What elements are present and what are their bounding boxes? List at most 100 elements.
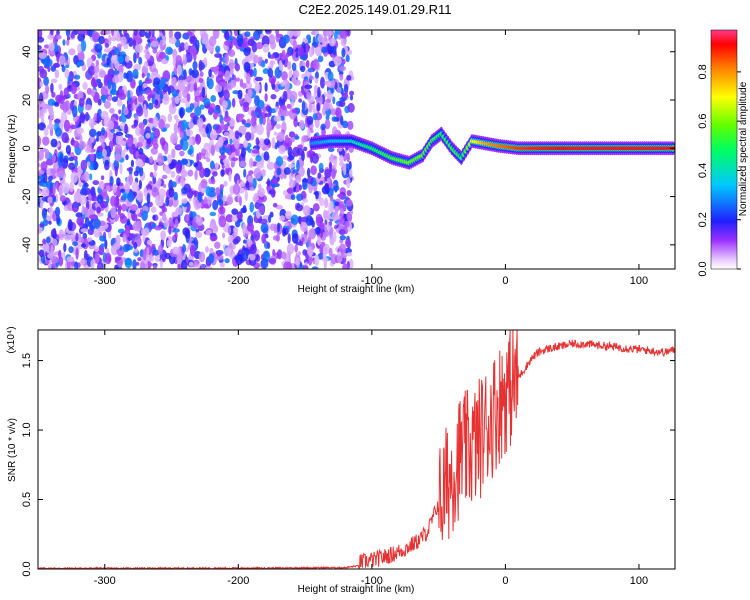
noise-blob (341, 163, 347, 172)
noise-blob (130, 204, 138, 212)
noise-blob (45, 159, 54, 166)
noise-blob (188, 136, 193, 148)
noise-blob (320, 76, 325, 89)
noise-blob (326, 81, 332, 88)
noise-blob (287, 61, 292, 70)
noise-blob (154, 99, 159, 106)
noise-blob (341, 47, 346, 58)
noise-blob (136, 105, 144, 117)
noise-blob (269, 108, 277, 114)
noise-blob (232, 183, 241, 195)
colorbar-tick-label: 0.4 (697, 163, 709, 178)
noise-blob (308, 228, 317, 240)
noise-blob (227, 234, 234, 244)
noise-blob (95, 137, 99, 142)
noise-blob (138, 79, 143, 86)
noise-blob (103, 38, 109, 45)
noise-blob (335, 215, 341, 220)
noise-blob (268, 214, 272, 223)
noise-blob (288, 163, 295, 168)
noise-blob (322, 30, 328, 38)
noise-blob (204, 150, 211, 159)
noise-blob (42, 136, 50, 146)
noise-blob (254, 82, 261, 93)
noise-blob (231, 214, 239, 223)
noise-blob (185, 129, 193, 137)
noise-blob (125, 154, 129, 161)
noise-blob (277, 108, 286, 118)
noise-blob (55, 34, 62, 40)
noise-blob (281, 71, 288, 81)
noise-blob (233, 30, 239, 37)
noise-blob (137, 94, 145, 103)
noise-blob (132, 68, 139, 79)
noise-blob (194, 106, 202, 117)
noise-blob (307, 37, 311, 43)
noise-blob (162, 184, 167, 188)
noise-blob (93, 73, 99, 80)
noise-blob (60, 111, 68, 123)
noise-blob (109, 107, 115, 114)
noise-blob (184, 42, 189, 51)
noise-blob (228, 58, 235, 70)
noise-blob (180, 260, 188, 269)
noise-blob (282, 110, 290, 117)
noise-blob (101, 127, 106, 136)
noise-blob (190, 112, 196, 119)
noise-blob (342, 263, 349, 269)
noise-blob (135, 43, 144, 54)
noise-blob (339, 154, 344, 164)
noise-blob (334, 31, 338, 40)
noise-blob (248, 170, 254, 175)
noise-blob (72, 207, 79, 212)
noise-blob (102, 30, 111, 35)
noise-blob (67, 202, 74, 212)
noise-blob (58, 83, 63, 90)
noise-blob (48, 206, 54, 217)
noise-blob (331, 168, 336, 180)
noise-blob (297, 166, 305, 177)
noise-blob (194, 169, 198, 181)
noise-blob (299, 119, 305, 130)
noise-blob (203, 57, 208, 66)
noise-blob (68, 48, 76, 56)
noise-blob (205, 126, 209, 134)
noise-blob (279, 98, 286, 104)
noise-blob (123, 106, 129, 116)
noise-blob (38, 249, 45, 258)
noise-blob (38, 65, 44, 73)
noise-blob (189, 45, 197, 56)
noise-blob (334, 205, 339, 215)
noise-blob (208, 68, 212, 78)
noise-blob (98, 181, 105, 190)
noise-blob (226, 196, 234, 205)
noise-blob (223, 89, 230, 101)
noise-blob (76, 62, 81, 67)
noise-blob (44, 259, 50, 265)
noise-blob (69, 124, 77, 130)
noise-blob (247, 89, 253, 99)
noise-blob (118, 92, 127, 100)
colorbar: 0.0 0.2 0.4 0.6 0.8 Normalized spectral ampl… (697, 29, 749, 277)
noise-blob (320, 222, 325, 229)
noise-blob (222, 103, 226, 113)
noise-blob (124, 257, 133, 269)
noise-blob (38, 189, 42, 195)
figure-title: C2E2.2025.149.01.29.R11 (299, 2, 452, 17)
noise-blob (227, 35, 235, 41)
noise-blob (223, 124, 229, 131)
noise-blob (346, 176, 351, 189)
noise-blob (113, 70, 120, 75)
noise-blob (256, 99, 265, 110)
noise-blob (59, 153, 64, 164)
noise-blob (171, 76, 177, 87)
noise-blob (58, 229, 65, 241)
noise-blob (168, 30, 173, 40)
noise-blob (138, 122, 145, 129)
noise-blob (100, 175, 105, 180)
noise-blob (332, 96, 336, 105)
noise-blob (134, 98, 138, 105)
noise-blob (296, 204, 303, 212)
noise-blob (61, 132, 69, 144)
noise-blob (128, 37, 134, 47)
